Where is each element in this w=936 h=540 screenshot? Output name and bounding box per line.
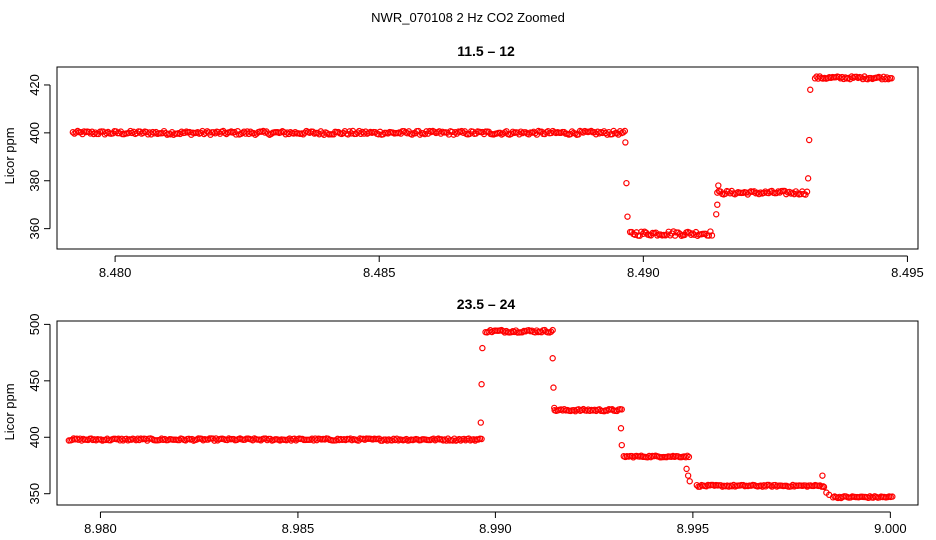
data-point bbox=[675, 229, 682, 236]
data-point bbox=[624, 213, 631, 220]
data-point bbox=[889, 493, 896, 500]
data-point bbox=[572, 130, 579, 137]
data-point bbox=[686, 478, 693, 485]
y-tick-label: 450 bbox=[27, 370, 42, 392]
data-point bbox=[684, 472, 692, 479]
data-points bbox=[69, 73, 895, 239]
data-point bbox=[820, 483, 828, 491]
data-point bbox=[636, 232, 643, 239]
y-tick-label: 380 bbox=[27, 170, 42, 192]
panel-top: 11.5 – 12 Licor ppm 8.480 8.485 8.490 8.495… bbox=[2, 43, 924, 280]
y-tick-label: 360 bbox=[27, 218, 42, 240]
x-axis: 8.980 8.985 8.990 8.995 9.000 bbox=[84, 511, 907, 536]
y-axis: 350 400 450 500 bbox=[27, 314, 51, 505]
data-point bbox=[478, 381, 485, 388]
data-point bbox=[622, 139, 629, 146]
x-tick-label: 8.980 bbox=[84, 521, 117, 536]
data-point bbox=[223, 130, 230, 138]
plot-frame bbox=[56, 66, 919, 250]
data-point bbox=[807, 86, 814, 93]
x-tick-label: 8.995 bbox=[677, 521, 710, 536]
y-axis-label: Licor ppm bbox=[2, 383, 17, 440]
data-point bbox=[819, 472, 826, 479]
data-point bbox=[479, 344, 486, 352]
data-point bbox=[687, 231, 695, 238]
data-point bbox=[550, 384, 557, 391]
data-point bbox=[618, 406, 625, 413]
y-axis: 360 380 400 420 bbox=[27, 74, 51, 240]
data-points bbox=[65, 326, 896, 502]
data-point bbox=[617, 425, 625, 432]
x-tick-label: 8.490 bbox=[627, 265, 660, 280]
x-tick-label: 8.985 bbox=[282, 521, 315, 536]
x-tick-label: 8.495 bbox=[891, 265, 924, 280]
data-point bbox=[888, 75, 895, 82]
data-point bbox=[477, 419, 484, 426]
data-point bbox=[715, 182, 722, 189]
data-point bbox=[683, 465, 690, 473]
data-point bbox=[621, 127, 629, 135]
x-tick-label: 8.485 bbox=[363, 265, 396, 280]
data-point bbox=[805, 136, 813, 144]
x-tick-label: 8.480 bbox=[99, 265, 132, 280]
panel-bottom: 23.5 – 24 Licor ppm 8.980 8.985 8.990 8.995… bbox=[2, 296, 919, 536]
data-point bbox=[685, 453, 693, 461]
data-point bbox=[547, 328, 555, 335]
data-point bbox=[525, 131, 533, 138]
figure-title: NWR_070108 2 Hz CO2 Zoomed bbox=[371, 10, 565, 25]
data-point bbox=[803, 188, 811, 195]
panel-title: 23.5 – 24 bbox=[457, 296, 516, 312]
x-tick-label: 8.990 bbox=[479, 521, 512, 536]
data-point bbox=[549, 355, 556, 362]
data-point bbox=[549, 326, 556, 334]
data-point bbox=[618, 441, 625, 449]
data-point bbox=[682, 454, 689, 461]
plot-frame bbox=[56, 320, 919, 506]
data-point bbox=[260, 127, 267, 135]
x-axis: 8.480 8.485 8.490 8.495 bbox=[99, 255, 924, 280]
data-point bbox=[804, 175, 812, 182]
data-point bbox=[623, 179, 630, 187]
data-point bbox=[551, 404, 558, 412]
y-tick-label: 420 bbox=[27, 74, 42, 96]
y-tick-label: 400 bbox=[27, 122, 42, 144]
data-point bbox=[713, 211, 720, 218]
data-point bbox=[458, 127, 465, 135]
data-point bbox=[714, 201, 721, 208]
data-point bbox=[247, 128, 254, 135]
data-point bbox=[560, 128, 568, 136]
data-point bbox=[588, 127, 595, 135]
y-tick-label: 400 bbox=[27, 426, 42, 448]
data-point bbox=[707, 228, 714, 235]
y-axis-label: Licor ppm bbox=[2, 127, 17, 184]
y-tick-label: 350 bbox=[27, 483, 42, 505]
data-point bbox=[708, 232, 716, 239]
x-tick-label: 9.000 bbox=[874, 521, 907, 536]
data-point bbox=[408, 131, 416, 138]
data-point bbox=[478, 435, 485, 443]
panel-title: 11.5 – 12 bbox=[457, 43, 515, 59]
y-tick-label: 500 bbox=[27, 314, 42, 336]
data-point bbox=[825, 491, 833, 499]
data-point bbox=[620, 129, 627, 136]
